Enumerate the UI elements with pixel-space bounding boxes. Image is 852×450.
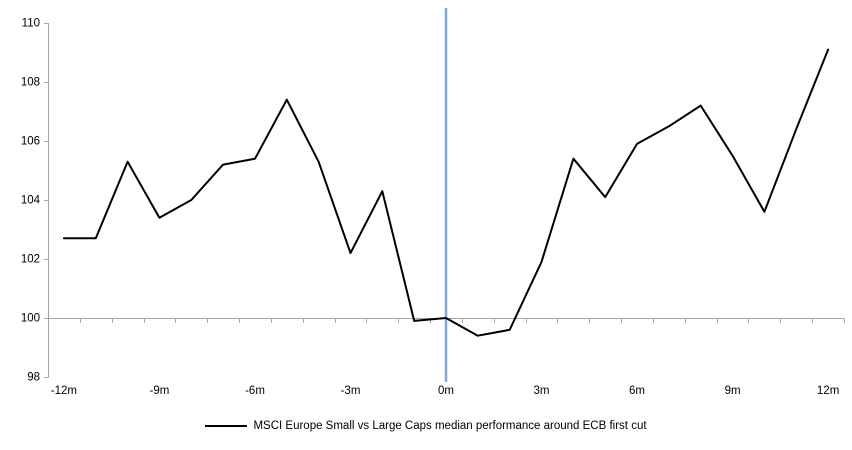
y-tick-label: 110: [22, 18, 40, 30]
x-tick-label: -6m: [245, 385, 265, 397]
legend: MSCI Europe Small vs Large Caps median p…: [0, 420, 852, 432]
y-tick-label: 102: [21, 254, 40, 266]
x-tick-label: 3m: [534, 385, 550, 397]
legend-label: MSCI Europe Small vs Large Caps median p…: [253, 420, 647, 432]
x-tick-label: 6m: [629, 385, 645, 397]
x-tick-label: 12m: [817, 385, 839, 397]
y-tick-label: 108: [21, 77, 40, 89]
legend-line-sample: [205, 425, 248, 427]
y-tick-label: 98: [27, 372, 40, 384]
x-tick-label: 0m: [438, 385, 454, 397]
x-tick-label: -9m: [149, 385, 169, 397]
y-tick-label: 100: [21, 313, 40, 325]
y-tick-label: 104: [21, 195, 41, 207]
x-tick-label: -12m: [51, 385, 77, 397]
y-tick-label: 106: [21, 136, 40, 148]
series-line: [62, 48, 830, 337]
x-tick-label: -3m: [341, 385, 361, 397]
x-tick-label: 9m: [725, 385, 741, 397]
